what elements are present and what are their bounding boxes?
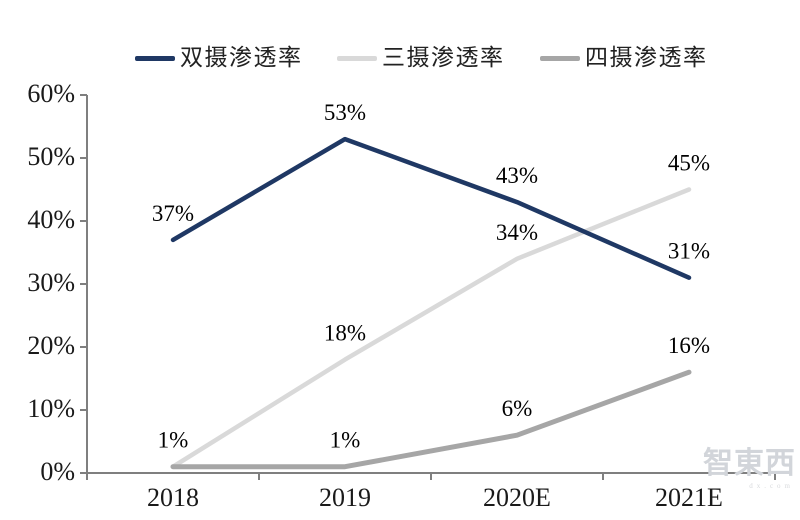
data-label-series2-2019: 1%	[330, 428, 361, 453]
y-axis-tick-label: 10%	[27, 394, 75, 423]
data-label-series1-2019: 18%	[324, 321, 366, 346]
data-label-series1-2021E: 45%	[668, 151, 710, 176]
legend-item-triple-camera: 三摄渗透率	[337, 45, 505, 71]
data-label-series0-2018: 37%	[152, 201, 194, 226]
legend-label-dual-camera: 双摄渗透率	[180, 45, 303, 70]
y-axis-tick-label: 60%	[27, 79, 75, 108]
data-label-series1-2020E: 34%	[496, 220, 538, 245]
y-axis-tick-label: 30%	[27, 268, 75, 297]
chart-legend: 双摄渗透率 三摄渗透率 四摄渗透率	[0, 0, 800, 80]
legend-item-quad-camera: 四摄渗透率	[540, 45, 708, 71]
legend-item-dual-camera: 双摄渗透率	[135, 45, 303, 71]
legend-swatch-triple-camera	[337, 55, 377, 61]
x-axis-tick-label: 2021E	[655, 483, 723, 512]
x-axis-tick-label: 2019	[319, 483, 371, 512]
data-label-series2-2020E: 6%	[502, 396, 533, 421]
data-label-series2-2021E: 16%	[668, 333, 710, 358]
data-label-series0-2021E: 31%	[668, 239, 710, 264]
y-axis-tick-label: 0%	[40, 457, 75, 486]
y-axis-tick-label: 40%	[27, 205, 75, 234]
data-label-series2-2018: 1%	[158, 428, 189, 453]
legend-swatch-dual-camera	[135, 55, 175, 61]
data-label-series0-2020E: 43%	[496, 163, 538, 188]
legend-label-quad-camera: 四摄渗透率	[585, 45, 708, 70]
x-axis-tick-label: 2020E	[483, 483, 551, 512]
x-axis-tick-label: 2018	[147, 483, 199, 512]
series-line-0	[170, 136, 692, 280]
y-axis-tick-label: 50%	[27, 142, 75, 171]
y-axis-tick-label: 20%	[27, 331, 75, 360]
series-line-2	[170, 369, 692, 470]
data-label-series0-2019: 53%	[324, 100, 366, 125]
legend-swatch-quad-camera	[540, 55, 580, 61]
legend-label-triple-camera: 三摄渗透率	[382, 45, 505, 70]
series-line-1	[170, 187, 692, 469]
